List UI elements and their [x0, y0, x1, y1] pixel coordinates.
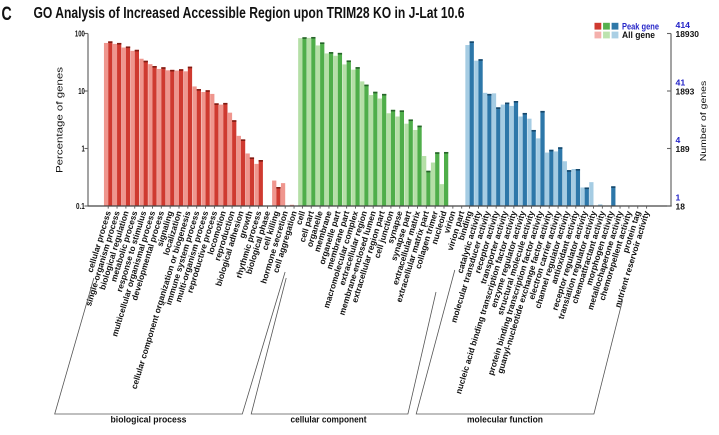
svg-text:41: 41: [676, 78, 686, 87]
svg-text:C: C: [2, 3, 12, 25]
svg-text:cell: cell: [293, 210, 307, 226]
svg-text:18930: 18930: [676, 30, 700, 39]
svg-text:18: 18: [676, 203, 686, 212]
svg-text:100: 100: [75, 29, 85, 38]
svg-text:Percentage of genes: Percentage of genes: [56, 67, 66, 173]
svg-text:0.1: 0.1: [76, 202, 85, 211]
svg-text:189: 189: [676, 145, 691, 154]
svg-text:10: 10: [78, 87, 85, 96]
svg-text:molecular function: molecular function: [467, 415, 543, 425]
svg-text:Number of genes: Number of genes: [698, 80, 708, 161]
svg-text:All gene: All gene: [622, 30, 655, 41]
svg-text:4: 4: [676, 136, 681, 145]
svg-text:414: 414: [676, 21, 691, 30]
svg-text:Peak gene: Peak gene: [622, 21, 659, 32]
svg-text:biological process: biological process: [111, 415, 187, 425]
svg-text:1: 1: [82, 144, 86, 153]
svg-text:1893: 1893: [676, 88, 695, 97]
svg-text:GO Analysis of Increased Acces: GO Analysis of Increased Accessible Regi…: [34, 5, 465, 22]
svg-text:cellular component: cellular component: [291, 415, 367, 425]
svg-text:1: 1: [676, 193, 681, 202]
